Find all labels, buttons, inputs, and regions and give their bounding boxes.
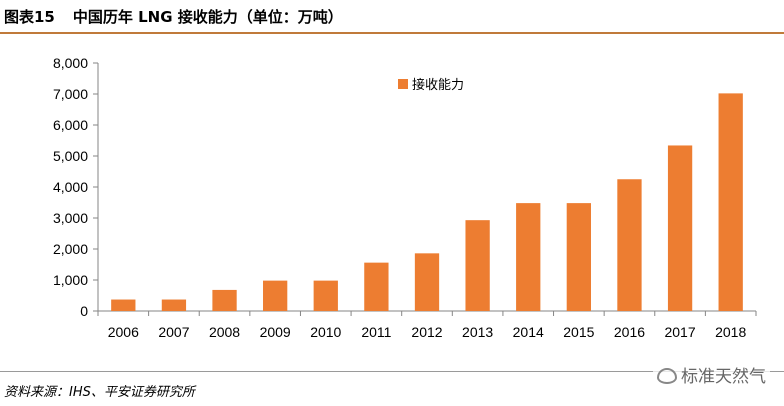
bar-2013 — [465, 220, 490, 311]
y-tick-label: 2,000 — [53, 241, 88, 257]
x-tick-label: 2006 — [108, 324, 139, 340]
chart-title: 图表15 中国历年 LNG 接收能力（单位：万吨） — [4, 6, 343, 27]
x-tick-label: 2016 — [614, 324, 645, 340]
bar-2008 — [212, 289, 237, 311]
y-tick-label: 7,000 — [53, 86, 88, 102]
x-tick-label: 2017 — [664, 324, 695, 340]
bar-2007 — [161, 299, 187, 311]
bar-2009 — [263, 280, 288, 311]
x-tick-label: 2011 — [361, 324, 391, 340]
y-tick-label: 8,000 — [53, 55, 88, 71]
bar-2017 — [667, 145, 693, 311]
figure-number: 图表15 — [4, 8, 55, 26]
y-tick-label: 6,000 — [53, 117, 88, 133]
x-tick-label: 2013 — [462, 324, 493, 340]
x-tick-label: 2009 — [260, 324, 291, 340]
source-note: 资料来源：IHS、平安证券研究所 — [4, 385, 195, 400]
x-tick-label: 2010 — [310, 324, 341, 340]
bar-2010 — [313, 280, 338, 311]
x-tick-label: 2015 — [563, 324, 594, 340]
bar-2012 — [414, 253, 440, 311]
x-tick-label: 2007 — [158, 324, 189, 340]
bar-2015 — [566, 203, 591, 311]
y-tick-label: 5,000 — [53, 148, 88, 164]
y-tick-label: 3,000 — [53, 210, 88, 226]
x-tick-label: 2008 — [209, 324, 240, 340]
watermark-label: 标准天然气 — [681, 367, 766, 387]
bar-2006 — [111, 299, 136, 311]
title-divider — [0, 32, 784, 34]
wechat-icon — [657, 368, 677, 384]
bar-2014 — [516, 203, 541, 311]
legend-swatch — [398, 79, 408, 89]
x-tick-label: 2014 — [513, 324, 544, 340]
bar-chart: 0 1,000 2,000 3,000 4,000 5,000 6,000 7,000 8,00… — [53, 55, 757, 340]
bar-2016 — [617, 179, 642, 311]
x-tick-label: 2018 — [715, 324, 746, 340]
x-tick-label: 2012 — [411, 324, 442, 340]
y-tick-label: 0 — [80, 303, 88, 319]
watermark-badge: 标准天然气 — [653, 360, 770, 389]
bar-2011 — [364, 262, 389, 311]
chart-title-text: 中国历年 LNG 接收能力（单位：万吨） — [72, 8, 343, 26]
bar-2018 — [718, 93, 743, 311]
source-divider — [0, 371, 784, 372]
legend-label: 接收能力 — [412, 77, 464, 92]
y-tick-label: 1,000 — [53, 272, 88, 288]
y-tick-label: 4,000 — [53, 179, 88, 195]
